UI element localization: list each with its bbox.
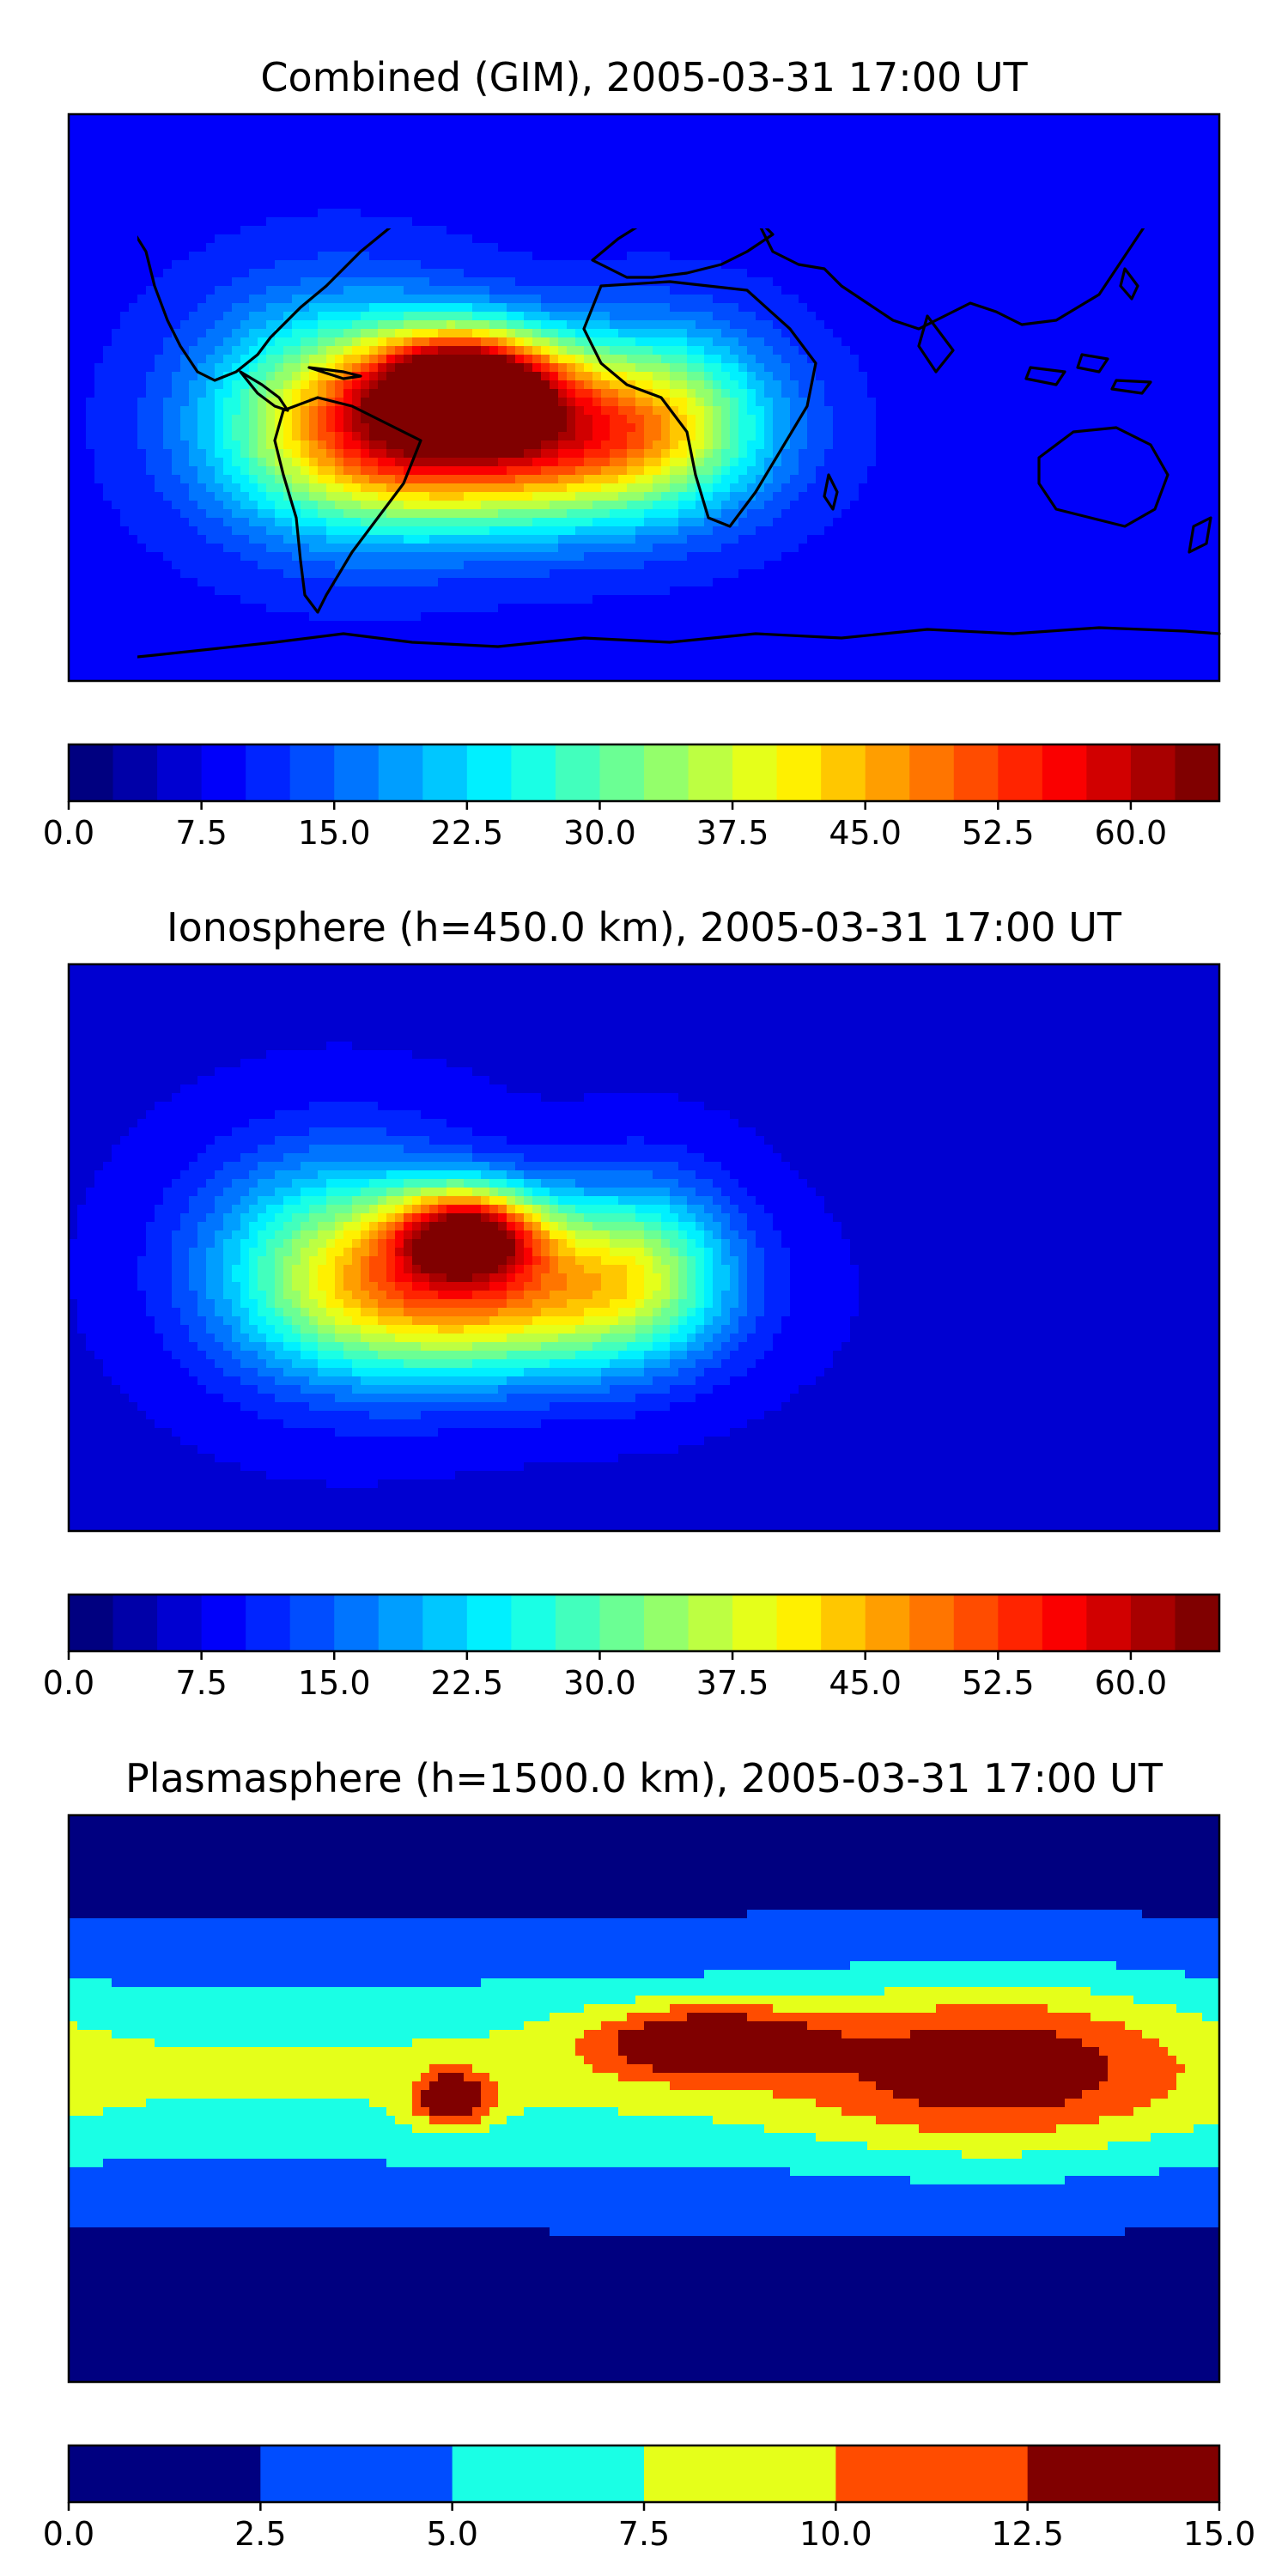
colorbar-tick-label: 60.0 — [1095, 1664, 1168, 1702]
colorbar-segment — [112, 744, 158, 801]
colorbar-segment — [1175, 1595, 1220, 1651]
colorbar-segment — [289, 744, 335, 801]
colorbar-segment — [644, 1595, 690, 1651]
colorbar-tick-label: 0.0 — [43, 1664, 94, 1702]
colorbar-segment — [644, 744, 690, 801]
colorbar-segment — [69, 744, 114, 801]
colorbar-tick-label: 7.5 — [175, 814, 227, 852]
panel-3-frame — [67, 1814, 1221, 2384]
colorbar-tick-label: 22.5 — [431, 1664, 504, 1702]
colorbar-segment — [555, 744, 600, 801]
colorbar-segment — [909, 744, 955, 801]
colorbar-segment — [998, 744, 1043, 801]
colorbar-segment — [201, 1595, 246, 1651]
colorbar-tick-label: 15.0 — [298, 1664, 371, 1702]
colorbar-segment — [112, 1595, 158, 1651]
colorbar-segment — [732, 1595, 778, 1651]
colorbar-tick-label: 7.5 — [618, 2515, 670, 2553]
colorbar-tick-label: 30.0 — [563, 814, 636, 852]
colorbar-frame — [67, 1593, 1221, 1653]
colorbar-segment — [260, 2445, 453, 2502]
colorbar-tick-label: 45.0 — [829, 814, 902, 852]
colorbar-tick-label: 37.5 — [696, 1664, 769, 1702]
colorbar-segment — [776, 744, 822, 801]
colorbar-tick-label: 52.5 — [962, 1664, 1035, 1702]
colorbar-tick-label: 22.5 — [431, 814, 504, 852]
colorbar-segment — [644, 2445, 836, 2502]
colorbar-segment — [466, 1595, 512, 1651]
panel-2-title: Ionosphere (h=450.0 km), 2005-03-31 17:0… — [167, 904, 1122, 951]
colorbar-segment — [599, 1595, 645, 1651]
colorbar-segment — [953, 1595, 999, 1651]
colorbar-segment — [555, 1595, 600, 1651]
colorbar-segment — [422, 1595, 468, 1651]
colorbar-segment — [1086, 744, 1132, 801]
panel-2-map — [69, 964, 1219, 1531]
colorbar-tick-label: 5.0 — [426, 2515, 477, 2553]
panel-2-frame — [67, 963, 1221, 1533]
panel-1-title: Combined (GIM), 2005-03-31 17:00 UT — [260, 54, 1028, 100]
colorbar-segment — [835, 2445, 1029, 2502]
colorbar-tick-label: 0.0 — [43, 814, 94, 852]
colorbar-tick-label: 52.5 — [962, 814, 1035, 852]
colorbar-segment — [688, 744, 733, 801]
colorbar-segment — [688, 1595, 733, 1651]
colorbar-segment — [378, 744, 423, 801]
colorbar-tick-label: 10.0 — [799, 2515, 872, 2553]
colorbar-segment — [69, 1595, 114, 1651]
panel-3-map — [69, 1815, 1219, 2382]
colorbar-tick-label: 30.0 — [563, 1664, 636, 1702]
colorbar-segment — [246, 1595, 291, 1651]
colorbar-segment — [599, 744, 645, 801]
colorbar-tick-label: 2.5 — [234, 2515, 286, 2553]
panel-1-colorbar: 0.0 7.5 15.0 22.5 30.0 37.5 45.0 52.5 60.0 — [43, 743, 1221, 852]
colorbar-tick-label: 15.0 — [298, 814, 371, 852]
panel-3-colorbar: 0.0 2.5 5.0 7.5 10.0 12.5 15.0 — [43, 2444, 1256, 2553]
panel-3-title: Plasmasphere (h=1500.0 km), 2005-03-31 1… — [125, 1755, 1163, 1801]
colorbar-tick-label: 60.0 — [1095, 814, 1168, 852]
colorbar-segment — [865, 744, 910, 801]
colorbar-segment — [1175, 744, 1220, 801]
colorbar-segment — [466, 744, 512, 801]
colorbar-tick-label: 37.5 — [696, 814, 769, 852]
colorbar-segment — [452, 2445, 645, 2502]
colorbar-segment — [1027, 2445, 1220, 2502]
colorbar-segment — [776, 1595, 822, 1651]
colorbar-frame — [67, 743, 1221, 803]
colorbar-segment — [821, 1595, 866, 1651]
panel-1-frame — [67, 112, 1221, 683]
colorbar-segment — [511, 744, 556, 801]
colorbar-segment — [1130, 744, 1176, 801]
colorbar-segment — [1130, 1595, 1176, 1651]
colorbar-segment — [1042, 744, 1087, 801]
colorbar-segment — [378, 1595, 423, 1651]
colorbar-segment — [1086, 1595, 1132, 1651]
colorbar-tick-label: 15.0 — [1183, 2515, 1256, 2553]
colorbar-segment — [69, 2445, 261, 2502]
colorbar-segment — [511, 1595, 556, 1651]
colorbar-segment — [289, 1595, 335, 1651]
colorbar-tick-label: 0.0 — [43, 2515, 94, 2553]
colorbar-segment — [1042, 1595, 1087, 1651]
colorbar-segment — [334, 744, 380, 801]
colorbar-tick-label: 12.5 — [991, 2515, 1064, 2553]
colorbar-segment — [865, 1595, 910, 1651]
colorbar-tick-label: 45.0 — [829, 1664, 902, 1702]
colorbar-segment — [998, 1595, 1043, 1651]
colorbar-segment — [953, 744, 999, 801]
colorbar-segment — [821, 744, 866, 801]
colorbar-segment — [157, 744, 203, 801]
colorbar-segment — [246, 744, 291, 801]
colorbar-segment — [157, 1595, 203, 1651]
colorbar-segment — [909, 1595, 955, 1651]
panel-2-colorbar: 0.0 7.5 15.0 22.5 30.0 37.5 45.0 52.5 60.0 — [43, 1593, 1221, 1702]
colorbar-segment — [201, 744, 246, 801]
panel-1-map — [69, 114, 1219, 681]
colorbar-segment — [334, 1595, 380, 1651]
colorbar-tick-label: 7.5 — [175, 1664, 227, 1702]
colorbar-segment — [422, 744, 468, 801]
colorbar-segment — [732, 744, 778, 801]
